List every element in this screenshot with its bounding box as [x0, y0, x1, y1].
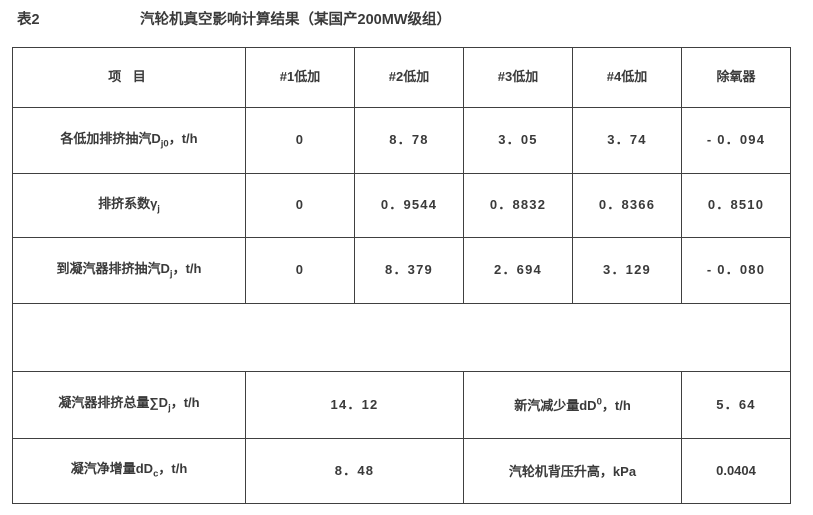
row-label-total-squeeze: 凝汽器排挤总量∑Dj，t/h: [12, 371, 246, 439]
row-label-subscript: j0: [160, 138, 169, 150]
header-cell-heater-4: #4低加: [572, 47, 682, 108]
table-row: 到凝汽器排挤抽汽Dj，t/h 0 8．379 2．694 3．129 - 0．0…: [12, 237, 791, 304]
cell-value: 3．05: [463, 107, 573, 174]
cell-value: 0．8832: [463, 173, 573, 238]
cell-value: 8．78: [354, 107, 464, 174]
table-row: 排挤系数γj 0 0．9544 0．8832 0．8366 0．8510: [12, 173, 791, 238]
row-label-unit: ，t/h: [601, 397, 631, 413]
row-label-net-condensate-increase: 凝汽净增量dDc，t/h: [12, 438, 246, 504]
cell-value: 0: [245, 107, 355, 174]
row-label-text: 汽轮机背压升高，kPa: [508, 463, 637, 479]
row-label-condenser-extraction: 到凝汽器排挤抽汽Dj，t/h: [12, 237, 246, 304]
cell-value: - 0．080: [681, 237, 791, 304]
table-caption: 表2 汽轮机真空影响计算结果（某国产200MW级组）: [0, 0, 813, 47]
header-cell-deaerator: 除氧器: [681, 47, 791, 108]
cell-value: 0．9544: [354, 173, 464, 238]
spacer-cell: [12, 303, 791, 372]
cell-value: 2．694: [463, 237, 573, 304]
header-cell-item: 项 目: [12, 47, 246, 108]
table-row: 凝汽器排挤总量∑Dj，t/h 14．12 新汽减少量dD0，t/h 5．64: [12, 371, 791, 439]
cell-value: 3．129: [572, 237, 682, 304]
table-spacer-row: [12, 303, 791, 372]
row-label-extraction-steam: 各低加排挤抽汽Dj0，t/h: [12, 107, 246, 174]
row-label-superscript: 0: [596, 396, 602, 408]
row-label-unit: ，t/h: [170, 395, 200, 411]
row-label-text: 凝汽净增量dD: [70, 461, 154, 477]
table-header-row: 项 目 #1低加 #2低加 #3低加 #4低加 除氧器: [12, 47, 791, 108]
cell-value-backpressure-rise: 0.0404: [681, 438, 791, 504]
row-label-main-steam-reduction: 新汽减少量dD0，t/h: [463, 371, 682, 439]
row-label-text: 凝汽器排挤总量∑D: [58, 395, 169, 411]
header-cell-heater-2: #2低加: [354, 47, 464, 108]
table-row: 各低加排挤抽汽Dj0，t/h 0 8．78 3．05 3．74 - 0．094: [12, 107, 791, 174]
row-label-text: 到凝汽器排挤抽汽D: [56, 260, 170, 276]
calculation-results-table-container: 项 目 #1低加 #2低加 #3低加 #4低加 除氧器 各低加排挤抽汽Dj0，t…: [12, 47, 791, 504]
row-label-unit: ，t/h: [172, 260, 202, 276]
row-label-unit: ，t/h: [158, 461, 188, 477]
row-label-unit: ，t/h: [168, 130, 198, 146]
table-row: 凝汽净增量dDc，t/h 8．48 汽轮机背压升高，kPa 0.0404: [12, 438, 791, 504]
header-cell-heater-3: #3低加: [463, 47, 573, 108]
cell-value: 0: [245, 237, 355, 304]
cell-value-total-squeeze: 14．12: [245, 371, 464, 439]
cell-value: 0．8366: [572, 173, 682, 238]
row-label-subscript: j: [157, 203, 160, 215]
cell-value-main-steam-reduction: 5．64: [681, 371, 791, 439]
cell-value: 0: [245, 173, 355, 238]
row-label-text: 各低加排挤抽汽D: [60, 130, 161, 146]
row-label-backpressure-rise: 汽轮机背压升高，kPa: [463, 438, 682, 504]
cell-value: - 0．094: [681, 107, 791, 174]
calculation-results-table: 项 目 #1低加 #2低加 #3低加 #4低加 除氧器 各低加排挤抽汽Dj0，t…: [12, 47, 791, 504]
header-cell-heater-1: #1低加: [245, 47, 355, 108]
cell-value-net-condensate-increase: 8．48: [245, 438, 464, 504]
caption-label: 表2: [17, 12, 40, 28]
caption-title: 汽轮机真空影响计算结果（某国产200MW级组）: [140, 12, 451, 28]
cell-value: 0．8510: [681, 173, 791, 238]
row-label-text: 新汽减少量dD: [514, 397, 597, 413]
cell-value: 3．74: [572, 107, 682, 174]
row-label-subscript: j: [169, 268, 173, 280]
row-label-squeeze-coefficient: 排挤系数γj: [12, 173, 246, 238]
row-label-subscript: j: [168, 402, 171, 414]
cell-value: 8．379: [354, 237, 464, 304]
row-label-subscript: c: [153, 468, 159, 480]
row-label-text: 排挤系数γ: [98, 195, 158, 211]
